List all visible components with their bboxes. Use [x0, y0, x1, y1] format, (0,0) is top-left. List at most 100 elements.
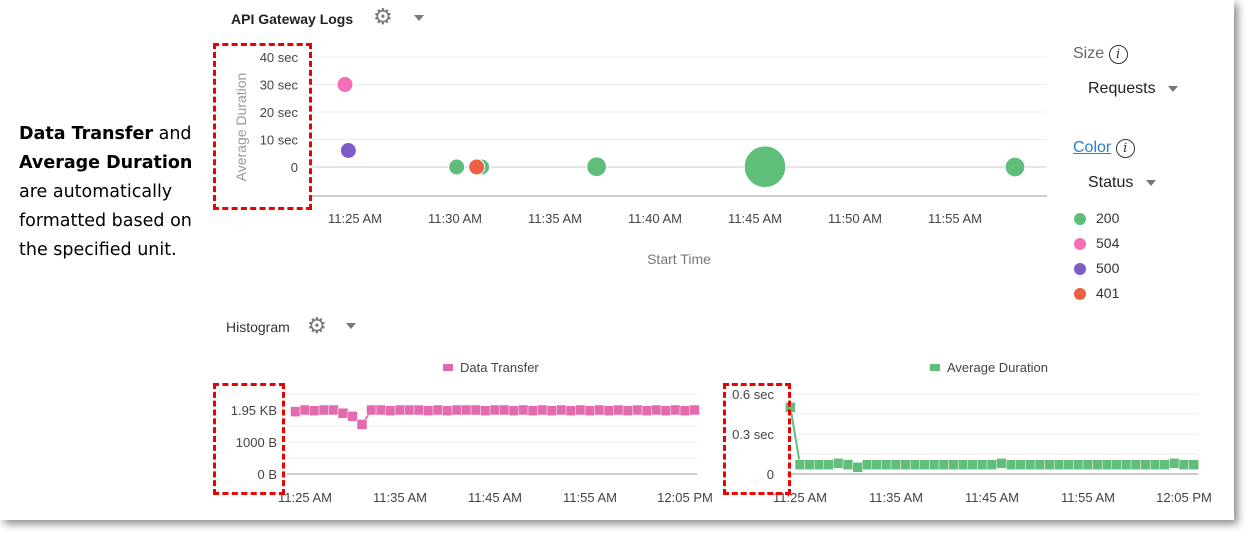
data-point: [881, 459, 892, 470]
data-point: [622, 405, 634, 416]
callout-bold-data-transfer: Data Transfer: [19, 124, 154, 144]
data-point: [337, 407, 349, 419]
data-point: [804, 459, 815, 470]
data-point: [328, 404, 339, 416]
data-point: [603, 405, 615, 416]
data-point: [641, 405, 653, 416]
gear-icon[interactable]: ⚙: [307, 313, 327, 338]
data-point: [977, 459, 988, 470]
data-point: [451, 404, 463, 416]
bubble-chart-title: API Gateway Logs: [231, 11, 354, 27]
y-tick-label: 0.3 sec: [732, 427, 774, 442]
data-point: [909, 459, 921, 470]
legend-item-200[interactable]: 200: [1074, 210, 1119, 235]
data-point: [1111, 459, 1123, 470]
data-point: [1082, 459, 1094, 470]
data-point: [842, 459, 854, 470]
color-label: Color i: [1073, 139, 1135, 158]
data-point: [309, 405, 320, 416]
data-point: [489, 404, 501, 416]
data-point: [1063, 459, 1075, 470]
data-point: [1025, 459, 1036, 470]
data-point: [919, 459, 931, 470]
callout-bold-average-duration: Average Duration: [19, 153, 193, 173]
x-tick-label: 11:45 AM: [965, 490, 1019, 505]
data-point: [689, 404, 700, 416]
data-point: [423, 405, 434, 416]
data-point: [537, 404, 548, 416]
data-point: [823, 459, 835, 470]
callout-text: Data Transfer and Average Duration are a…: [19, 120, 204, 265]
data-point: [833, 458, 844, 469]
data-point: [1140, 459, 1151, 470]
y-tick-label: 10 sec: [260, 133, 299, 148]
data-point: [584, 405, 596, 416]
x-tick-label: 11:40 AM: [628, 211, 682, 226]
data-point: [565, 405, 577, 416]
bubble-401: [468, 158, 486, 176]
data-point: [461, 404, 472, 416]
data-point: [470, 404, 482, 416]
data-point: [413, 404, 425, 416]
data-point: [518, 404, 529, 416]
data-point: [957, 459, 969, 470]
caret-down-icon[interactable]: [414, 15, 424, 21]
data-point: [499, 404, 510, 416]
x-tick-label: 11:30 AM: [428, 211, 482, 226]
screenshot-panel: [0, 0, 1234, 520]
data-point: [1178, 459, 1190, 470]
data-point: [871, 459, 883, 470]
callout-text-part: are automatically formatted based on the…: [19, 182, 192, 260]
bubble-200: [586, 156, 608, 178]
data-point: [929, 459, 940, 470]
y-tick-label: 1000 B: [236, 435, 277, 450]
color-link[interactable]: Color: [1073, 139, 1112, 156]
data-point: [366, 404, 377, 416]
highlight-box: [213, 383, 285, 495]
size-select[interactable]: Requests: [1088, 80, 1179, 98]
data-point: [996, 458, 1007, 469]
data-point: [546, 405, 558, 416]
caret-down-icon[interactable]: [346, 323, 356, 329]
legend-item-401[interactable]: 401: [1074, 285, 1119, 310]
x-tick-label: 11:55 AM: [1061, 490, 1115, 505]
info-icon[interactable]: i: [1108, 45, 1128, 64]
data-point: [890, 459, 902, 470]
data-point: [852, 462, 863, 473]
y-axis-title: Average Duration: [233, 73, 249, 182]
data-point: [651, 404, 662, 416]
x-tick-label: 11:55 AM: [563, 490, 617, 505]
info-icon[interactable]: i: [1115, 139, 1135, 158]
highlight-box: [213, 43, 312, 210]
bubble-chart: 0 10 sec 20 sec 30 sec 40 sec 11:25 AM 11:30 A…: [233, 50, 1047, 267]
color-select[interactable]: Status: [1088, 174, 1156, 192]
data-point: [385, 405, 396, 416]
data-point: [347, 411, 358, 422]
data-point: [613, 404, 624, 416]
data-point: [375, 404, 387, 416]
legend-label: Data Transfer: [460, 360, 539, 375]
caret-down-icon: [1145, 179, 1156, 186]
y-tick-label: 0.6 sec: [732, 387, 774, 402]
y-tick-label: 0: [291, 160, 298, 175]
data-point: [948, 459, 959, 470]
data-point: [794, 459, 806, 470]
legend-marker: [930, 364, 940, 371]
data-point: [290, 406, 301, 417]
data-point: [442, 405, 453, 416]
y-tick-label: 0: [767, 467, 774, 482]
legend-item-500[interactable]: 500: [1074, 260, 1119, 285]
data-point: [679, 405, 691, 416]
x-axis-title: Start Time: [647, 251, 711, 267]
data-point: [967, 459, 979, 470]
gear-icon[interactable]: ⚙: [373, 4, 393, 29]
y-tick-label: 1.95 KB: [231, 403, 277, 418]
bubble-200: [448, 158, 466, 176]
data-point: [318, 404, 330, 416]
data-point: [356, 419, 368, 430]
x-tick-label: 11:50 AM: [828, 211, 882, 226]
size-label: Size i: [1073, 45, 1128, 64]
data-point: [660, 405, 672, 416]
legend-item-504[interactable]: 504: [1074, 235, 1119, 260]
